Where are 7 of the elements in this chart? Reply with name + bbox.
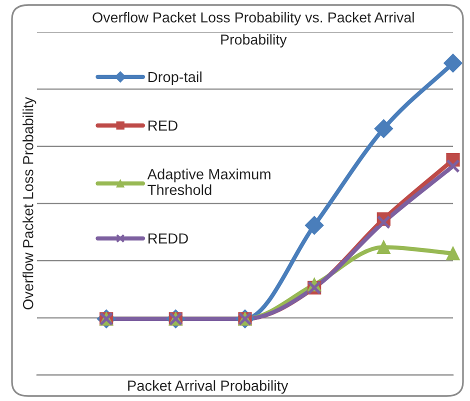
legend-label: Adaptive Maximum Threshold <box>147 168 270 196</box>
legend-label: Drop-tail <box>148 71 202 86</box>
x-axis-title: Packet Arrival Probability <box>128 380 288 394</box>
chart-title: Overflow Packet Loss Probability vs. Packet Arrival Probability <box>92 12 414 48</box>
legend-label: RED <box>148 120 178 131</box>
y-axis-title: Overflow Packet Loss Probability <box>22 96 36 310</box>
legend-label: REDD <box>148 233 188 244</box>
